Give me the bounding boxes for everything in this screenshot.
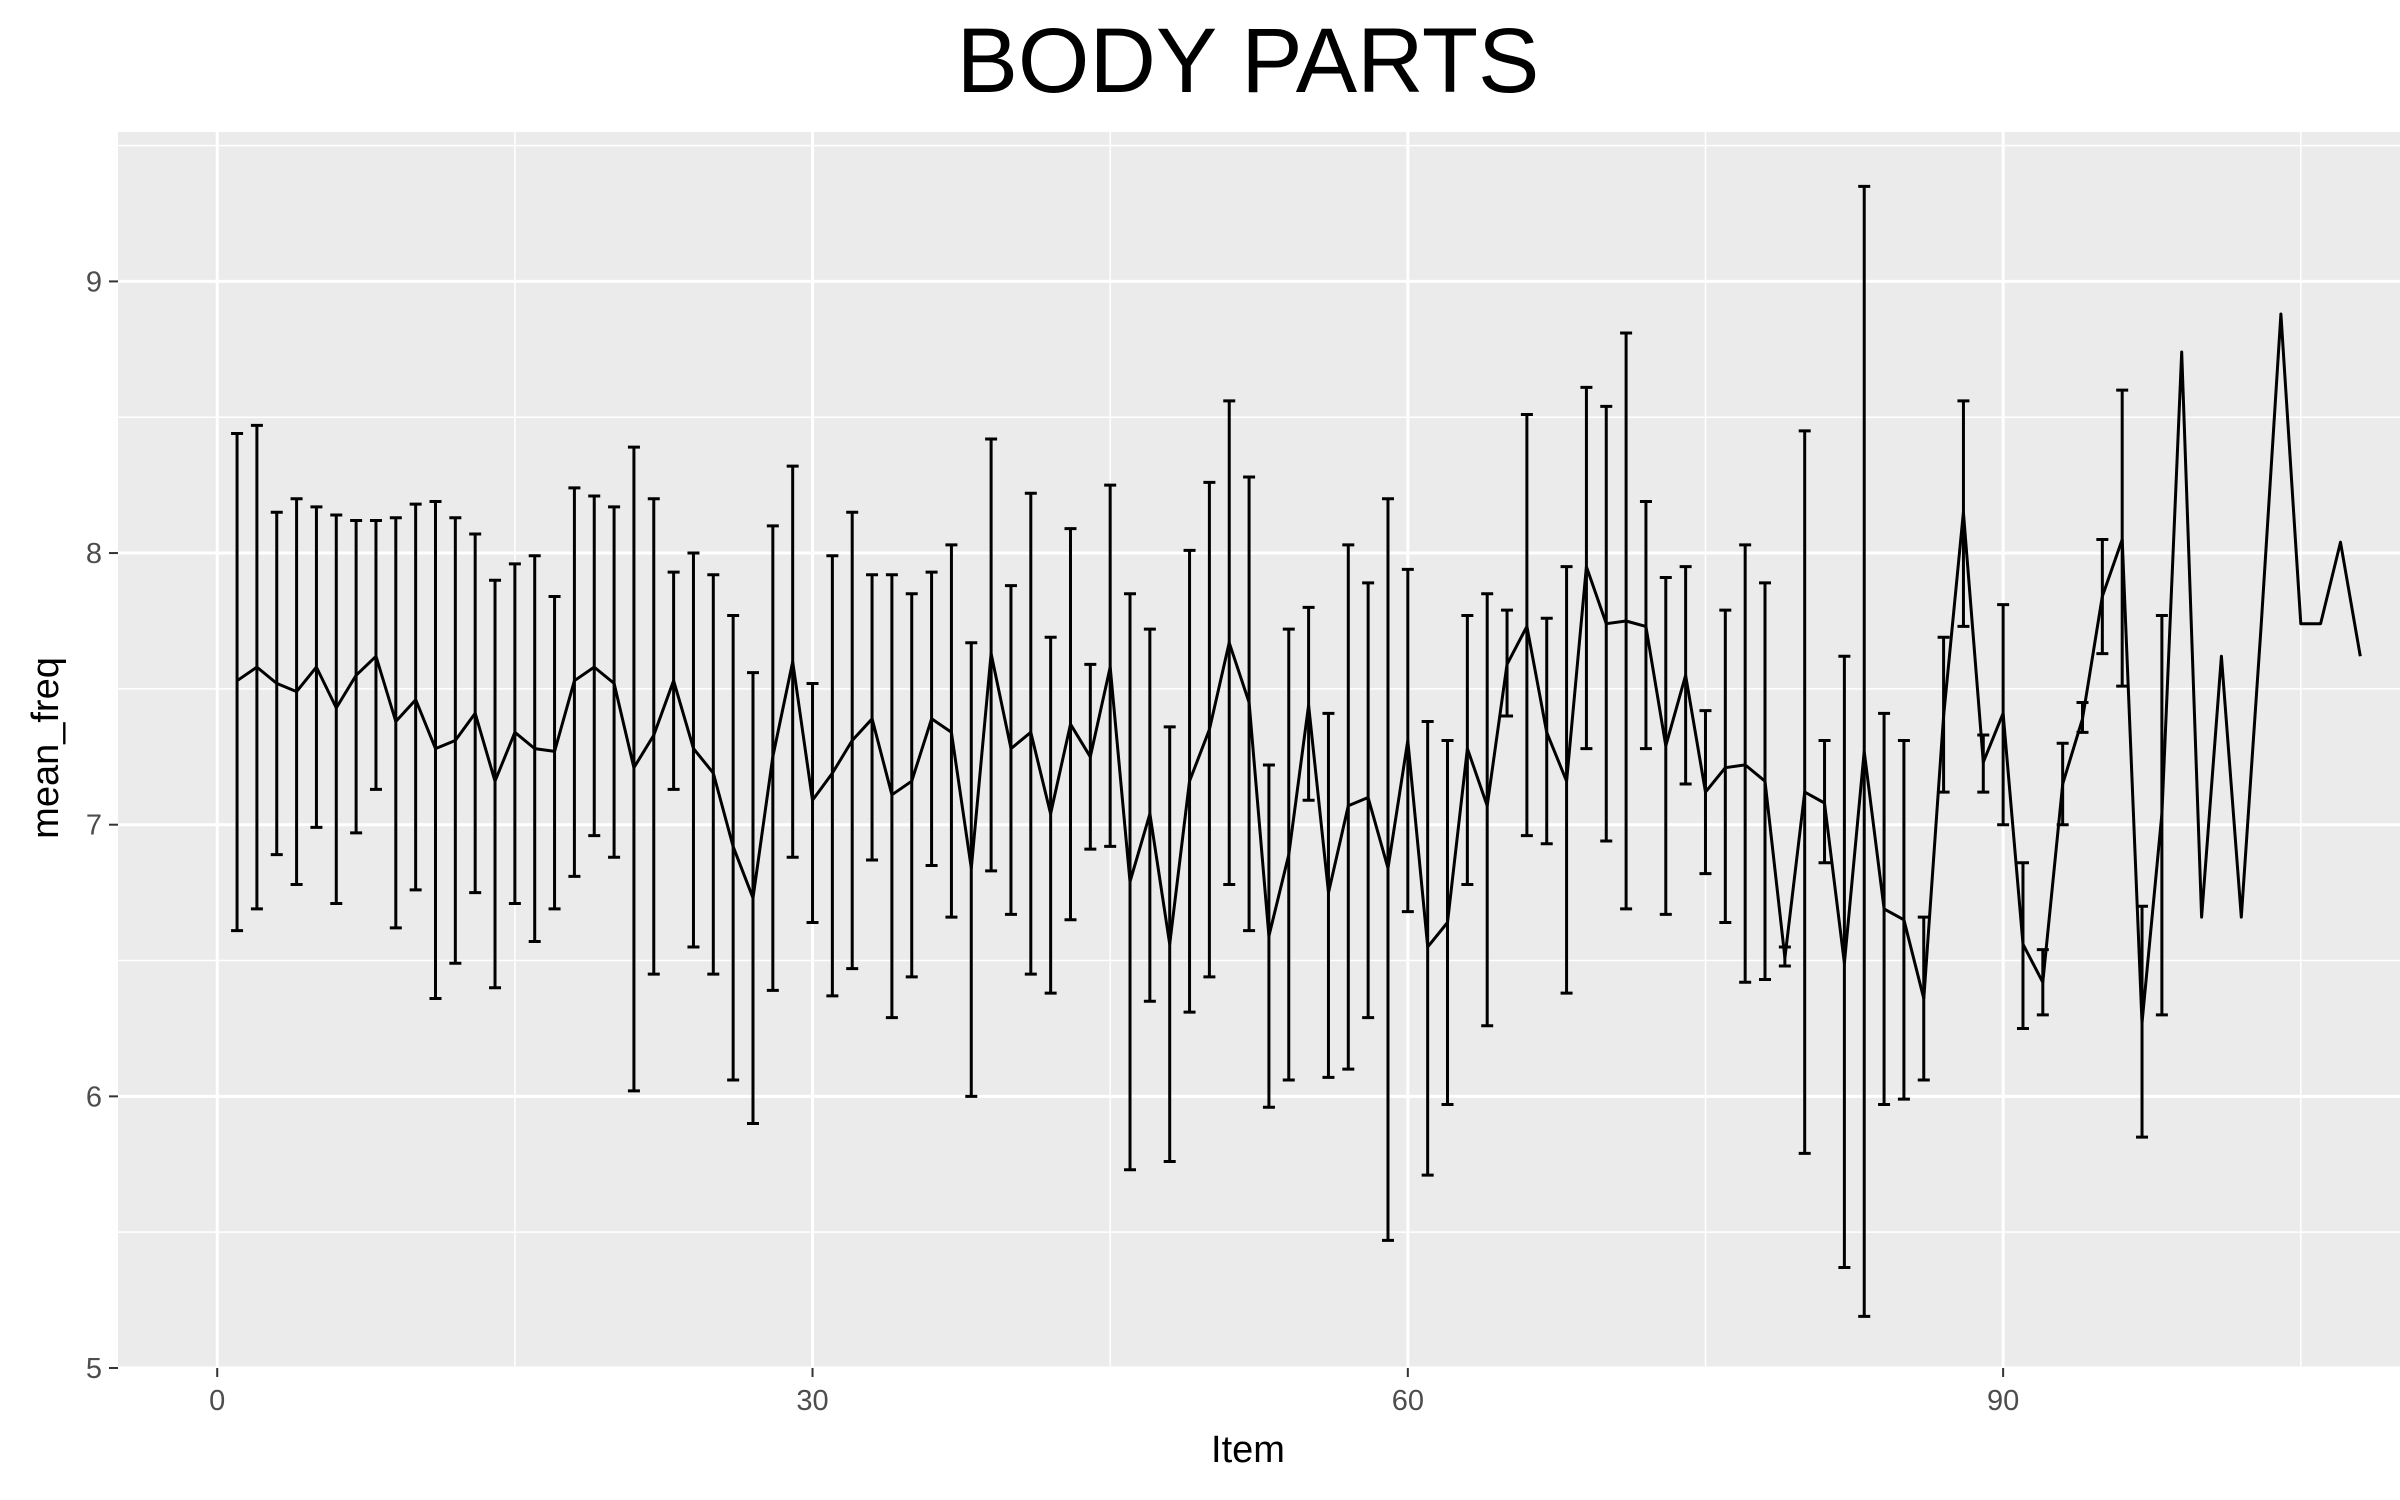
axis-ticks [109, 280, 2005, 1377]
x-tick-label: 90 [1987, 1385, 2019, 1417]
error-bar [1481, 592, 1494, 1028]
y-tick-label: 8 [86, 538, 102, 570]
x-tick-label: 60 [1392, 1385, 1424, 1417]
x-tick-label: 0 [209, 1385, 225, 1417]
error-bar [409, 502, 422, 892]
error-bar [489, 578, 502, 990]
error-bars [231, 184, 2168, 1318]
y-tick-label: 7 [86, 810, 102, 842]
y-tick-label: 6 [86, 1081, 102, 1113]
minor-gridlines [118, 132, 2400, 1368]
y-tick-label: 9 [86, 266, 102, 298]
x-tick-label: 30 [796, 1385, 828, 1417]
error-bar [806, 681, 819, 924]
plot-panel [118, 132, 2400, 1368]
y-tick-label: 5 [86, 1353, 102, 1385]
error-bar [1322, 711, 1335, 1079]
error-bar [231, 432, 244, 933]
major-gridlines [118, 132, 2400, 1370]
y-tick-labels: 5 6 7 8 9 [86, 266, 102, 1385]
chart-title: BODY PARTS [957, 10, 1540, 112]
x-tick-labels: 0 30 60 90 [209, 1385, 2019, 1417]
y-axis-label: mean_freq [25, 657, 67, 839]
error-bar [826, 554, 839, 998]
x-axis-label: Item [1211, 1429, 1285, 1471]
series-line-group [236, 312, 2362, 1025]
series-line [236, 312, 2362, 1025]
error-bar [905, 592, 918, 979]
